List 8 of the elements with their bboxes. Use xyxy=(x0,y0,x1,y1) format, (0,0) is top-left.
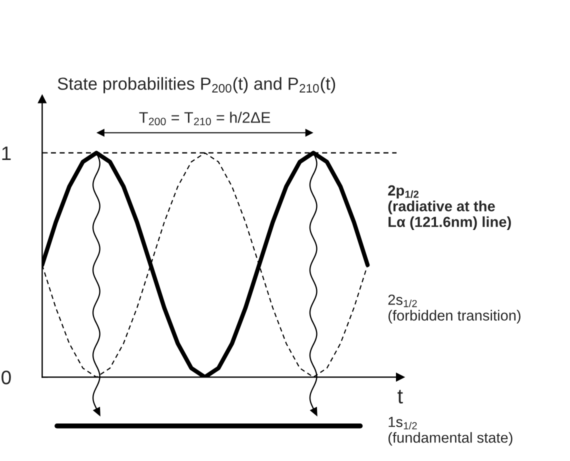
y-tick-label: 0 xyxy=(2,370,11,384)
x-axis-title: t xyxy=(398,390,403,404)
annotation: T$_{200}$ = T$_{210}$ = h/2ΔE xyxy=(139,112,270,126)
chart-title: State probabilities P$_{200}$(t) and P$_{210}$(t) xyxy=(58,77,336,94)
text: 2p$_{1/2}$ (radiative at the Lα (121.6nm) line) xyxy=(388,185,511,230)
series-label: 2s$_{1/2}$ (forbidden transition) xyxy=(388,294,520,324)
y-tick-label: 1 xyxy=(2,146,11,160)
text: 1s$_{1/2}$ (fundamental state) xyxy=(388,416,512,446)
